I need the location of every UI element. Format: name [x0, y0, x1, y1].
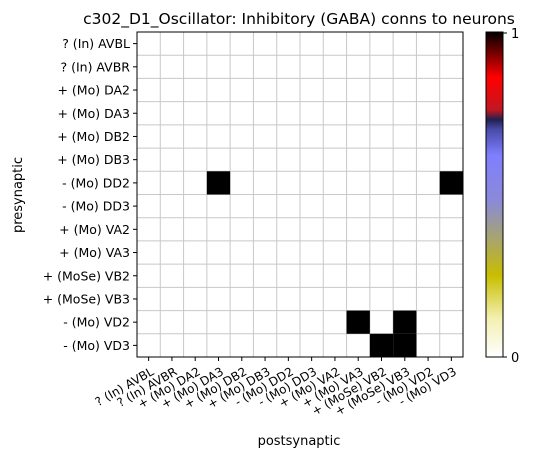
y-tick-label: + (Mo) DA3 [57, 106, 130, 121]
y-tick-label: + (Mo) DB3 [57, 152, 130, 167]
heatmap-cell [370, 334, 393, 357]
y-tick-label: + (MoSe) VB3 [43, 291, 130, 306]
x-axis-label: postsynaptic [258, 434, 341, 449]
y-tick-label: ? (In) AVBR [60, 59, 130, 74]
chart-title: c302_D1_Oscillator: Inhibitory (GABA) co… [83, 10, 515, 29]
y-tick-label: - (Mo) DD2 [62, 175, 130, 190]
colorbar [486, 32, 503, 357]
y-tick-label: + (Mo) DA2 [57, 83, 130, 98]
colorbar-label-max: 1 [511, 27, 519, 42]
y-tick-label: - (Mo) VD2 [63, 315, 130, 330]
y-tick-labels: ? (In) AVBL ? (In) AVBR + (Mo) DA2 + (Mo) D… [43, 36, 137, 353]
heatmap-cell [440, 171, 463, 194]
heatmap-cell [393, 334, 416, 357]
heatmap-cell [347, 311, 370, 334]
heatmap-grid [137, 32, 463, 357]
colorbar-label-min: 0 [511, 351, 519, 366]
y-tick-label: - (Mo) DD3 [62, 199, 130, 214]
y-tick-label: + (Mo) VA3 [59, 245, 130, 260]
y-tick-label: + (Mo) DB2 [57, 129, 130, 144]
y-tick-label: - (Mo) VD3 [63, 338, 130, 353]
heatmap-cell [207, 171, 230, 194]
y-tick-label: + (Mo) VA2 [59, 222, 130, 237]
y-axis-label: presynaptic [11, 157, 26, 233]
y-tick-label: ? (In) AVBL [62, 36, 130, 51]
y-tick-label: + (MoSe) VB2 [43, 268, 130, 283]
x-tick-labels: ? (In) AVBL? (In) AVBR+ (Mo) DA2+ (Mo) D… [93, 357, 459, 418]
heatmap-cell [393, 311, 416, 334]
